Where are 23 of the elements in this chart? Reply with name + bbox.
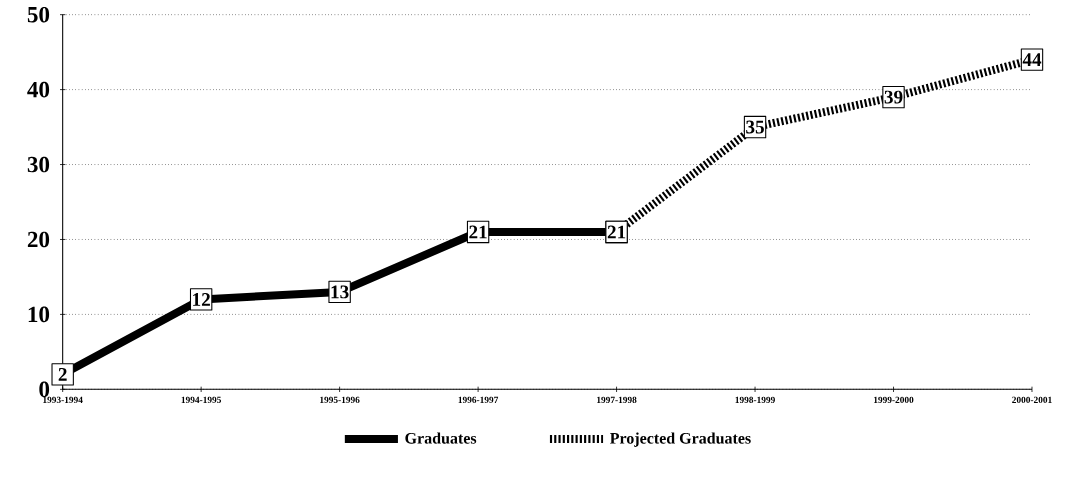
data-label: 44 xyxy=(1022,53,1042,66)
legend-label: Projected Graduates xyxy=(609,432,751,447)
y-tick-label: 40 xyxy=(27,81,50,98)
data-label: 39 xyxy=(884,90,903,104)
x-tick-label: 1995-1996 xyxy=(320,396,360,403)
x-tick-label: 1998-1999 xyxy=(735,396,775,403)
x-tick-label: 1994-1995 xyxy=(181,396,222,403)
data-label: 2 xyxy=(58,367,67,381)
x-tick-label: 1997-1998 xyxy=(597,396,637,403)
y-tick-label: 10 xyxy=(28,306,50,323)
data-label: 12 xyxy=(193,293,210,306)
y-tick-label: 50 xyxy=(27,6,50,23)
data-label: 35 xyxy=(746,120,764,134)
legend-label: Graduates xyxy=(405,432,477,444)
x-tick-label: 1999-2000 xyxy=(874,396,914,403)
data-label: 21 xyxy=(469,225,487,239)
y-tick-label: 30 xyxy=(27,156,50,173)
x-tick-label: 2000-2001 xyxy=(1012,396,1052,403)
data-label: 21 xyxy=(607,225,626,239)
y-tick-label: 20 xyxy=(27,231,50,248)
data-label: 13 xyxy=(331,285,349,299)
x-tick-label: 1993-1994 xyxy=(43,396,83,403)
x-tick-label: 1996-1997 xyxy=(458,396,499,403)
